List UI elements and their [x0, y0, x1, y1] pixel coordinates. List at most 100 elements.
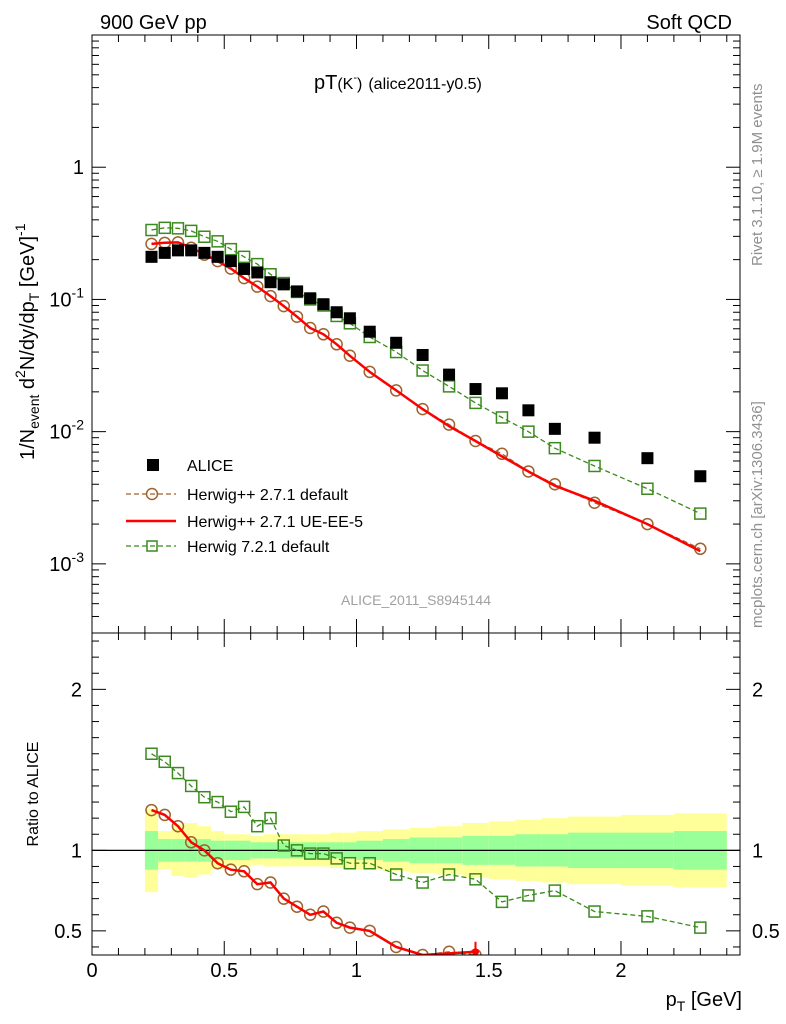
legend-herwig-pp-default-marker	[145, 487, 159, 501]
ratio-y-tick-label-right: 1	[752, 840, 763, 862]
main-point-alice	[522, 404, 535, 417]
main-y-tick-label-exp: -3	[72, 549, 85, 565]
legend-herwig-pp-ueee5-label: Herwig++ 2.7.1 UE-EE-5	[187, 514, 363, 531]
main-point-alice	[390, 336, 403, 349]
legend-item-alice: ALICE	[147, 458, 233, 475]
ratio-point-herwig-7-2-1-default	[145, 747, 158, 760]
ratio-point-herwig-7-2-1-default	[694, 921, 707, 934]
main-y-tick-label-exp: -1	[72, 284, 85, 300]
main-y-tick-label: 10-3	[49, 549, 84, 576]
ratio-point-herwig-7-2-1-default	[198, 790, 211, 804]
ratio-point-herwig-7-2-1-default	[495, 895, 509, 909]
main-point-herwig-2-7-1-default	[251, 280, 264, 293]
ratio-point-herwig-2-7-1-default	[290, 900, 304, 913]
ratio-y-tick-label-right: 2	[752, 679, 763, 701]
x-axis-label: pT [GeV]	[666, 989, 742, 1014]
main-point-alice	[198, 246, 211, 259]
ratio-point-herwig-2-7-1-default	[211, 856, 224, 870]
ratio-point-herwig-2-7-1-default	[171, 819, 185, 833]
ratio-point-herwig-7-2-1-default	[303, 847, 317, 860]
ratio-point-herwig-7-2-1-default	[363, 856, 376, 870]
mcplots-text: mcplots.cern.ch [arXiv:1306.3436]	[749, 401, 766, 628]
ratio-axis-ticks: 0.5 0.51 12 20 0.5 1 1.5 2	[54, 633, 780, 982]
ratio-point-herwig-7-2-1-default	[442, 868, 456, 881]
main-title-quantity: pT	[314, 72, 337, 94]
ratio-point-herwig-7-2-1-default	[330, 852, 343, 865]
main-point-alice	[416, 348, 429, 361]
main-plot-marks	[145, 221, 707, 556]
main-panel: 10-310-210-11 pT(K-) (alice2011-y0.5) ALI…	[12, 34, 741, 634]
legend-alice-label: ALICE	[187, 458, 233, 475]
main-point-alice	[330, 306, 343, 319]
main-point-herwig-2-7-1-default	[442, 418, 456, 431]
ratio-endpoint-herwig-ue-ee-5	[472, 948, 480, 955]
ratio-y-tick-label-left: 0.5	[54, 921, 82, 943]
main-point-herwig-2-7-1-default	[317, 328, 330, 341]
main-point-herwig-7-2-1-default	[171, 222, 185, 235]
x-tick-label: 0.5	[210, 960, 238, 982]
main-point-herwig-7-2-1-default	[442, 380, 456, 393]
main-title-particle: (K	[337, 76, 353, 93]
ratio-y-tick-label-left: 1	[71, 840, 82, 862]
main-title-tag: (alice2011-y0.5)	[368, 76, 482, 93]
legend-alice-marker	[147, 459, 159, 471]
main-point-alice	[277, 278, 290, 291]
ratio-point-herwig-7-2-1-default	[317, 847, 330, 860]
main-point-alice	[443, 368, 456, 381]
ratio-point-herwig-7-2-1-default	[588, 905, 601, 918]
legend-herwig7-default-label: Herwig 7.2.1 default	[187, 539, 330, 556]
main-point-herwig-7-2-1-default	[184, 224, 198, 238]
main-point-herwig-2-7-1-default	[469, 434, 482, 448]
ratio-line-herwig-2-7-1-ue-ee-5	[151, 808, 476, 955]
legend-item-herwig-pp-ueee5: Herwig++ 2.7.1 UE-EE-5	[126, 514, 363, 531]
main-point-alice	[171, 244, 184, 257]
ratio-series-group	[145, 747, 707, 955]
ratio-y-tick-label-right: 0.5	[752, 921, 780, 943]
ratio-point-herwig-7-2-1-default	[290, 844, 304, 857]
main-point-herwig-2-7-1-default	[343, 349, 357, 363]
main-y-tick-label-exp: -2	[72, 417, 85, 433]
ratio-point-herwig-2-7-1-default	[145, 803, 158, 817]
main-point-herwig-7-2-1-default	[641, 482, 654, 495]
ratio-point-herwig-7-2-1-default	[158, 755, 171, 769]
ratio-point-herwig-2-7-1-default	[317, 905, 330, 918]
x-tick-label: 0	[86, 960, 97, 982]
main-axis-ticks: 10-310-210-11	[49, 35, 740, 634]
ratio-point-herwig-2-7-1-default	[198, 844, 211, 857]
main-point-herwig-2-7-1-default	[303, 321, 317, 335]
main-point-herwig-7-2-1-default	[522, 425, 535, 438]
ratio-point-herwig-2-7-1-default	[184, 836, 198, 849]
main-point-herwig-2-7-1-default	[264, 289, 277, 303]
ratio-point-herwig-7-2-1-default	[251, 819, 264, 833]
header-left: 900 GeV pp	[100, 12, 207, 34]
main-point-herwig-7-2-1-default	[158, 221, 171, 235]
ratio-point-herwig-7-2-1-default	[343, 856, 357, 870]
main-point-herwig-7-2-1-default	[416, 364, 429, 377]
main-point-alice	[290, 285, 303, 298]
main-point-alice	[694, 470, 707, 483]
ratio-point-herwig-7-2-1-default	[641, 910, 654, 923]
main-point-herwig-7-2-1-default	[237, 250, 251, 264]
ratio-line-herwig-7-2-1-default	[151, 753, 701, 929]
ratio-point-herwig-7-2-1-default	[211, 795, 224, 809]
ratio-point-herwig-2-7-1-default	[158, 808, 171, 822]
main-y-tick-label-base: 10	[49, 554, 71, 576]
rivet-version-text: Rivet 3.1.10, ≥ 1.9M events	[749, 84, 766, 267]
main-point-alice	[641, 452, 654, 465]
ratio-point-herwig-7-2-1-default	[237, 800, 251, 814]
ratio-point-herwig-7-2-1-default	[389, 868, 403, 881]
main-point-herwig-7-2-1-default	[224, 242, 238, 256]
ratio-point-herwig-7-2-1-default	[224, 805, 238, 818]
legend-herwig7-default-marker	[146, 540, 158, 552]
main-point-herwig-7-2-1-default	[548, 441, 562, 455]
main-point-alice	[317, 298, 330, 311]
x-tick-label: 1	[351, 960, 362, 982]
main-point-herwig-2-7-1-default	[363, 365, 376, 379]
legend-item-herwig7-default: Herwig 7.2.1 default	[126, 539, 330, 556]
main-point-alice	[469, 383, 482, 396]
legend: ALICE Herwig++ 2.7.1 default Herwig++ 2.…	[126, 458, 363, 556]
main-point-herwig-2-7-1-default	[330, 338, 343, 351]
watermark: ALICE_2011_S8945144	[341, 592, 491, 608]
ratio-y-axis-label: Ratio to ALICE	[25, 742, 42, 847]
